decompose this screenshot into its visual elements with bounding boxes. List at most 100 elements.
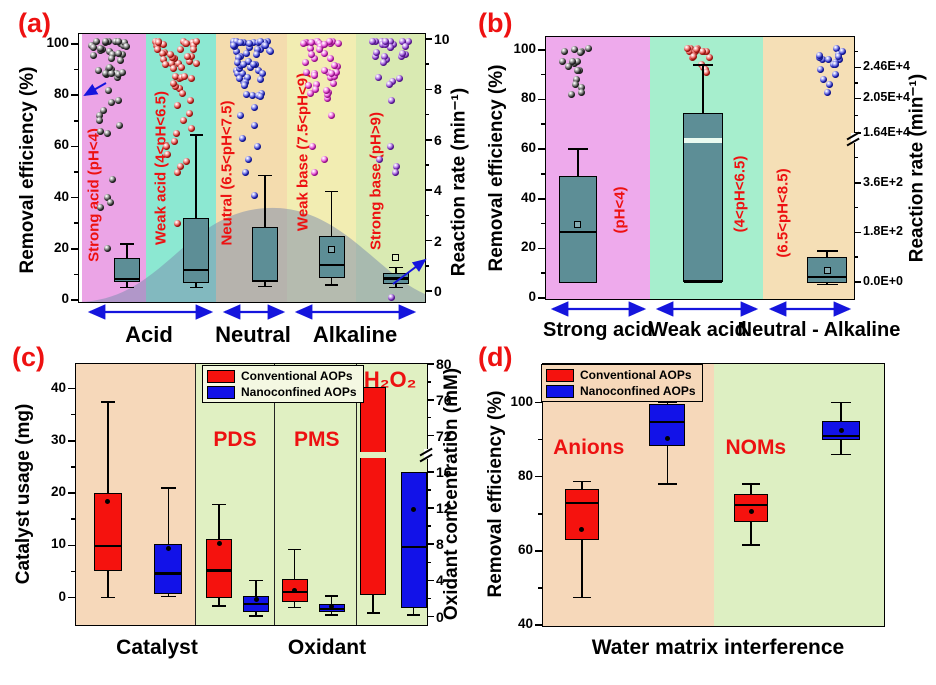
axis-tick bbox=[425, 113, 429, 116]
region-divider bbox=[194, 364, 197, 625]
whisker-cap bbox=[287, 548, 302, 551]
scatter-point bbox=[250, 61, 258, 69]
box-plot-catalyst-nanoconfined bbox=[154, 543, 183, 594]
scatter-point bbox=[109, 51, 117, 59]
scatter-point bbox=[119, 50, 127, 58]
whisker-cap bbox=[212, 503, 226, 506]
scatter-point bbox=[299, 39, 307, 47]
scatter-point bbox=[105, 86, 113, 94]
scatter-point bbox=[114, 37, 122, 45]
axis-break-mask bbox=[424, 449, 431, 460]
whisker-line bbox=[395, 284, 397, 288]
mean-marker bbox=[838, 427, 844, 433]
whisker-line bbox=[372, 594, 375, 613]
box-plot-weak-acid bbox=[183, 218, 210, 284]
scatter-point bbox=[90, 52, 98, 60]
tick-label-left: 60 bbox=[520, 140, 536, 156]
scatter-point bbox=[246, 39, 254, 47]
axis-tick bbox=[541, 222, 546, 225]
scatter-point bbox=[120, 39, 128, 47]
category-label-weak-acid: Weak acid bbox=[649, 319, 747, 341]
whisker-cap bbox=[324, 614, 339, 616]
scatter-point bbox=[404, 37, 412, 45]
scatter-point bbox=[326, 55, 334, 63]
scatter-point bbox=[402, 51, 410, 59]
tick-label-right: 80 bbox=[436, 356, 452, 372]
box-plot-neutral bbox=[251, 227, 278, 283]
scatter-point bbox=[160, 56, 168, 64]
whisker-line bbox=[330, 611, 333, 615]
scatter-point bbox=[187, 124, 195, 132]
mean-marker bbox=[392, 254, 400, 262]
scatter-point bbox=[330, 72, 338, 80]
scatter-point bbox=[186, 58, 194, 66]
scatter-point bbox=[310, 54, 318, 62]
scatter-point bbox=[308, 142, 316, 150]
tick-label-right: 0.0E+0 bbox=[863, 274, 903, 289]
band-label: (4<pH<6.5) bbox=[731, 155, 749, 233]
legend-swatch-conventional bbox=[546, 368, 574, 382]
whisker-cap bbox=[258, 174, 272, 177]
region-label: PDS bbox=[213, 427, 257, 451]
scatter-point bbox=[180, 72, 188, 80]
whisker-cap bbox=[831, 401, 851, 404]
plot-area-c: PDS PMS H₂O₂ 0 10 20 30 40 0 4 8 12 16 72 76 80 bbox=[51, 356, 452, 626]
whisker-cap bbox=[567, 148, 588, 150]
tick-label-right: 72 bbox=[436, 427, 452, 444]
whisker-line bbox=[826, 250, 828, 257]
scatter-point bbox=[257, 92, 265, 100]
median-line bbox=[319, 607, 344, 611]
scatter-point bbox=[387, 142, 395, 150]
scatter-point bbox=[824, 88, 832, 96]
plot-area-b: (pH<4) (4<pH<6.5) (6.5<pH<8.5) 0 20 40 60 80 100… bbox=[513, 36, 910, 341]
median-line bbox=[319, 264, 344, 267]
legend-item-nanoconfined: Nanoconfined AOPs bbox=[546, 384, 696, 398]
axis-tick bbox=[425, 88, 432, 91]
axis-tick bbox=[427, 434, 434, 437]
axis-tick bbox=[68, 544, 76, 547]
mean-marker bbox=[329, 604, 335, 610]
axis-tick bbox=[854, 231, 861, 234]
tick-label-left: 30 bbox=[50, 431, 66, 447]
scatter-point bbox=[257, 38, 265, 46]
scatter-point bbox=[824, 55, 832, 63]
whisker-line bbox=[840, 439, 842, 455]
scatter-point bbox=[387, 37, 395, 45]
region-label: PMS bbox=[294, 427, 340, 451]
scatter-point bbox=[832, 45, 840, 53]
tick-label-right: 2.05E+4 bbox=[863, 90, 910, 105]
axis-tick bbox=[425, 139, 432, 141]
median-line bbox=[684, 137, 723, 143]
tick-label-right: 8 bbox=[434, 81, 442, 98]
scatter-point bbox=[160, 41, 168, 49]
tick-label-left: 80 bbox=[53, 86, 69, 102]
scatter-point bbox=[267, 48, 275, 56]
box-plot-pds-nanoconfined bbox=[243, 595, 270, 613]
whisker-line bbox=[750, 522, 752, 545]
axis-tick bbox=[535, 401, 543, 404]
tick-label-left: 80 bbox=[517, 467, 533, 483]
scatter-point bbox=[255, 67, 263, 75]
scatter-point bbox=[311, 168, 319, 176]
mean-marker bbox=[579, 526, 585, 532]
axis-tick bbox=[427, 381, 431, 383]
panel-letter-a: (a) bbox=[18, 8, 51, 38]
median-line bbox=[401, 545, 426, 549]
whisker-cap bbox=[573, 596, 591, 599]
scatter-point bbox=[560, 47, 568, 55]
tick-label-left: 40 bbox=[517, 615, 533, 631]
scatter-point bbox=[105, 64, 113, 72]
axis-tick bbox=[71, 413, 76, 416]
whisker-cap bbox=[120, 242, 134, 245]
whisker-line bbox=[330, 191, 333, 237]
scatter-point bbox=[171, 137, 179, 145]
whisker-line bbox=[581, 481, 583, 489]
scatter-point bbox=[153, 42, 161, 50]
axis-tick bbox=[68, 596, 76, 599]
whisker-cap bbox=[742, 544, 760, 546]
axis-tick bbox=[538, 512, 543, 515]
axis-tick bbox=[854, 66, 861, 69]
scatter-point bbox=[389, 77, 397, 85]
scatter-point bbox=[192, 60, 200, 68]
scatter-point bbox=[234, 59, 242, 67]
